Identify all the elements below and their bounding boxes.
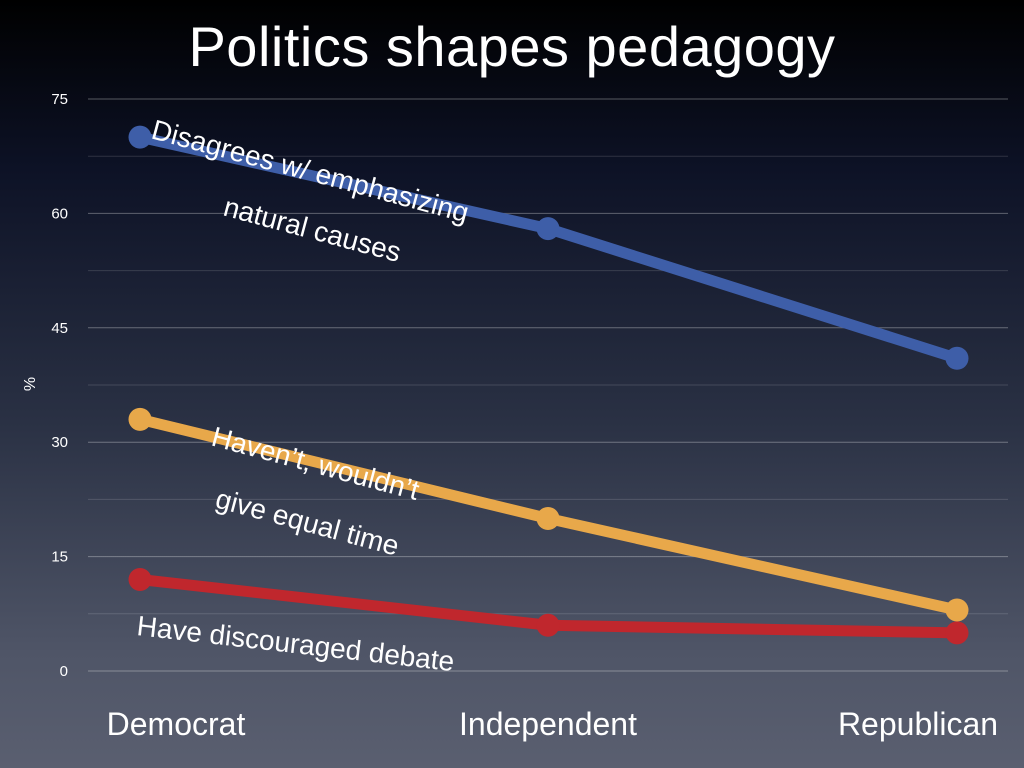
x-category-label: Democrat: [107, 706, 246, 742]
x-category-label: Independent: [459, 706, 637, 742]
series-point: [128, 407, 152, 431]
y-tick-label: 15: [51, 549, 68, 566]
y-tick-label: 30: [51, 434, 68, 451]
series-point: [536, 217, 560, 241]
series-annotation: Have discouraged debate: [135, 610, 456, 677]
y-axis-ticks: 0 15 30 45 60 75: [51, 91, 68, 680]
series-annotation: Disagrees w/ emphasizing: [148, 114, 472, 229]
series-point: [536, 613, 560, 637]
y-tick-label: 60: [51, 205, 68, 222]
x-axis-categories: Democrat Independent Republican: [107, 706, 998, 742]
y-tick-label: 75: [51, 91, 68, 108]
series-points: [128, 125, 969, 645]
series-point: [536, 506, 560, 530]
series-point: [128, 567, 152, 591]
chart-title: Politics shapes pedagogy: [188, 15, 836, 78]
y-tick-label: 0: [60, 663, 68, 680]
series-point: [945, 598, 969, 622]
y-tick-label: 45: [51, 320, 68, 337]
y-axis-label: %: [22, 377, 39, 391]
x-category-label: Republican: [838, 706, 998, 742]
series-point: [945, 621, 969, 645]
series-point: [945, 346, 969, 370]
series-point: [128, 125, 152, 149]
